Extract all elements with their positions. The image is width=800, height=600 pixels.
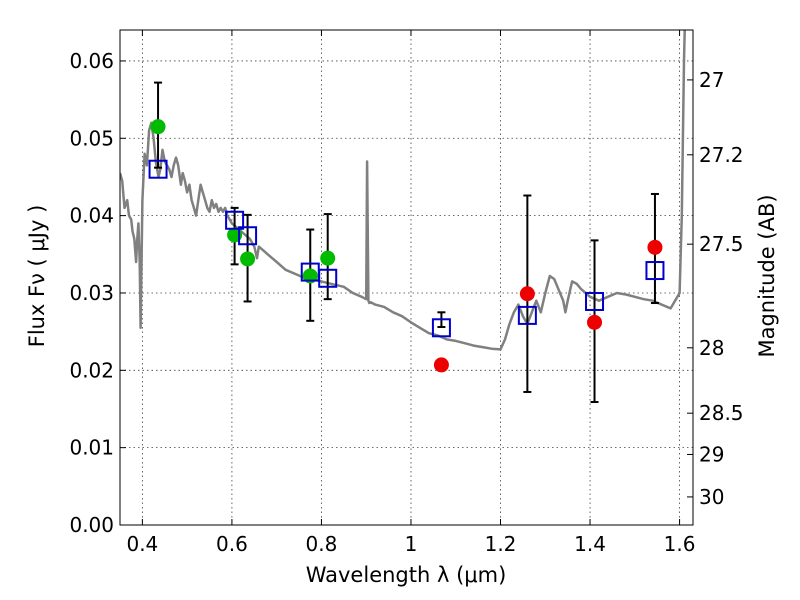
x-tick-label: 0.4 <box>126 532 158 556</box>
model-point <box>238 226 258 246</box>
magnitude-axis-ticks: 27 27.2 27.5 28 28.5 29 30 <box>687 68 744 509</box>
x-tick-label: 1.4 <box>574 532 606 556</box>
y-tick-label: 0.01 <box>69 436 114 460</box>
model-point <box>431 318 451 338</box>
plot-area <box>120 30 686 404</box>
x-tick-label: 1.6 <box>664 532 696 556</box>
data-point <box>587 314 603 330</box>
x-tick-label: 0.6 <box>216 532 248 556</box>
y-tick-label: 0.00 <box>69 513 114 537</box>
model-point <box>318 268 338 288</box>
x-tick-label: 1.2 <box>485 532 517 556</box>
data-point <box>647 239 663 255</box>
x-tick-label: 1 <box>405 532 418 556</box>
model-point <box>517 305 537 325</box>
magnitude-tick-label: 27 <box>699 68 724 92</box>
plot-frame <box>119 29 694 526</box>
x-tick-label: 0.8 <box>306 532 338 556</box>
y-axis-ticks: 0.00 0.01 0.02 0.03 0.04 0.05 0.06 <box>69 49 126 537</box>
magnitude-tick-label: 30 <box>699 485 724 509</box>
y-tick-label: 0.04 <box>69 204 114 228</box>
magnitude-tick-label: 28 <box>699 336 724 360</box>
model-point <box>645 261 665 281</box>
magnitude-tick-label: 28.5 <box>699 401 744 425</box>
data-point <box>519 286 535 302</box>
magnitude-tick-label: 29 <box>699 442 724 466</box>
data-point <box>240 251 256 267</box>
magnitude-tick-label: 27.2 <box>699 143 744 167</box>
data-point <box>150 119 166 135</box>
y-tick-label: 0.02 <box>69 358 114 382</box>
grid-lines <box>120 30 693 525</box>
magnitude-axis-label: Magnitude (AB) <box>755 194 779 357</box>
x-axis-ticks: 0.4 0.6 0.8 1 1.2 1.4 1.6 <box>126 30 695 556</box>
y-tick-label: 0.03 <box>69 281 114 305</box>
model-point <box>585 291 605 311</box>
y-axis-label: Flux Fν ( μJy ) <box>25 205 49 348</box>
y-tick-label: 0.06 <box>69 49 114 73</box>
magnitude-tick-label: 27.5 <box>699 232 744 256</box>
model-point <box>148 159 168 179</box>
y-tick-label: 0.05 <box>69 126 114 150</box>
data-point <box>433 357 449 373</box>
data-point <box>320 250 336 266</box>
model-point <box>225 210 245 230</box>
spectrum-line <box>120 30 686 351</box>
x-axis-label: Wavelength λ (μm) <box>306 563 507 587</box>
